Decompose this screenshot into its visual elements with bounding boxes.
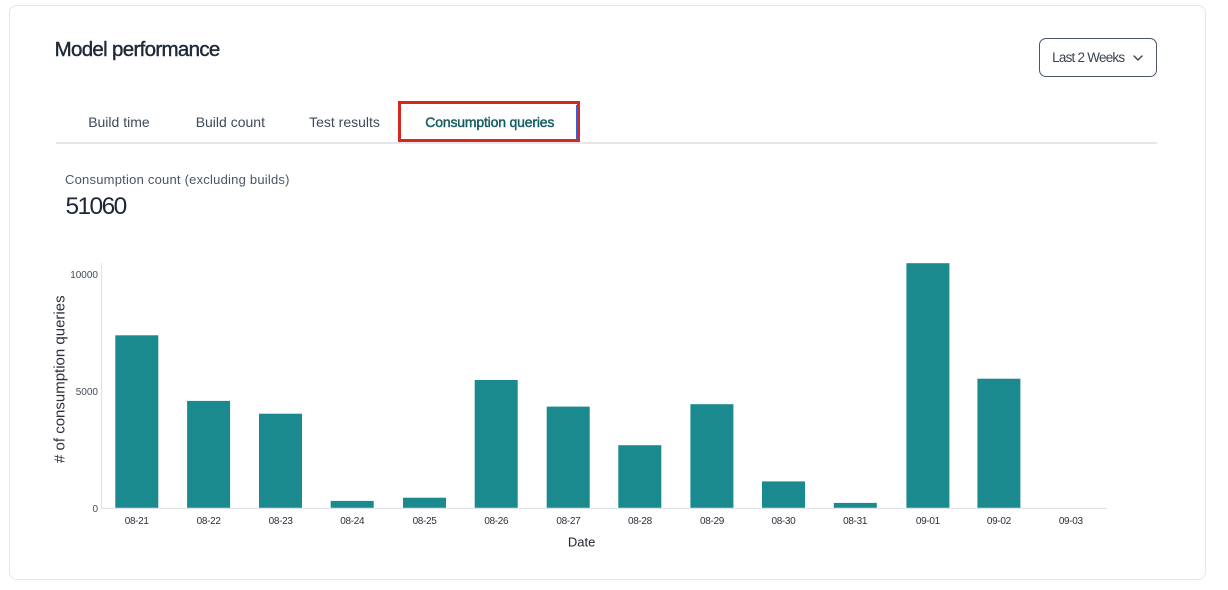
svg-text:09-01: 09-01 [916, 516, 941, 527]
svg-text:08-29: 08-29 [700, 516, 725, 527]
svg-text:09-02: 09-02 [987, 516, 1012, 527]
svg-text:08-24: 08-24 [340, 516, 365, 527]
svg-text:08-31: 08-31 [843, 516, 868, 527]
svg-text:08-30: 08-30 [771, 516, 796, 527]
svg-text:10000: 10000 [70, 270, 98, 281]
svg-text:08-25: 08-25 [413, 516, 438, 527]
svg-text:08-26: 08-26 [484, 516, 509, 527]
svg-text:08-21: 08-21 [125, 516, 150, 527]
svg-text:08-22: 08-22 [197, 516, 222, 527]
svg-text:08-28: 08-28 [628, 516, 653, 527]
svg-text:5000: 5000 [76, 387, 99, 398]
svg-text:08-27: 08-27 [556, 516, 581, 527]
svg-text:08-23: 08-23 [269, 516, 294, 527]
svg-text:09-03: 09-03 [1059, 516, 1084, 527]
svg-text:Date: Date [568, 535, 595, 550]
svg-text:0: 0 [92, 504, 98, 515]
svg-text:# of consumption queries: # of consumption queries [52, 295, 69, 463]
